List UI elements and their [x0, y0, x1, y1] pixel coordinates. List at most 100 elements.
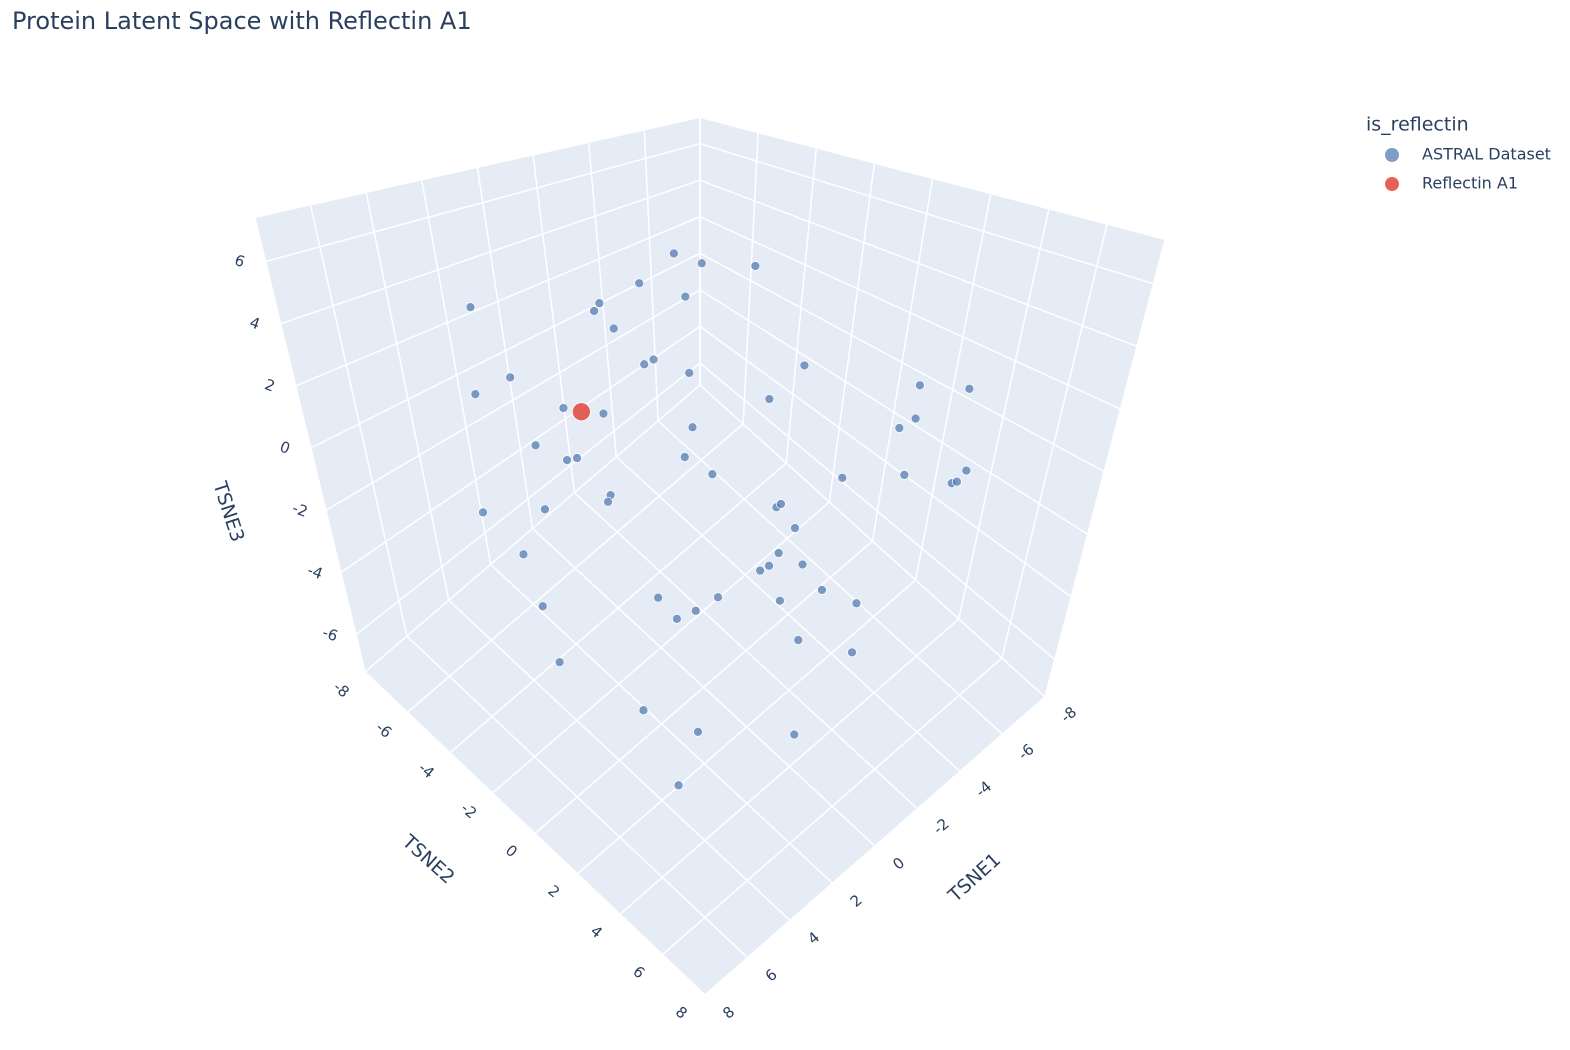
data-point	[773, 548, 784, 558]
data-point	[775, 595, 785, 606]
grid-line	[325, 289, 701, 511]
data-point	[952, 476, 962, 487]
grid-line	[534, 540, 873, 835]
data-point	[554, 657, 565, 668]
y-tick-label: 0	[502, 841, 521, 861]
x-tick-label: 6	[762, 965, 781, 985]
y-tick-label: 8	[672, 1003, 691, 1023]
data-point	[638, 705, 649, 716]
data-point	[603, 496, 613, 507]
y-tick-label: -6	[372, 718, 395, 741]
data-point	[653, 592, 663, 603]
z-tick-label: 2	[262, 375, 277, 395]
data-point	[680, 291, 691, 302]
grid-line	[265, 142, 701, 263]
y-axis-title: TSNE2	[397, 830, 459, 888]
legend-label: ASTRAL Dataset	[1422, 145, 1551, 164]
data-point	[669, 248, 679, 259]
grid-line	[742, 133, 759, 425]
legend-title: is_reflectin	[1366, 114, 1469, 136]
x-tick-label: 2	[847, 891, 866, 911]
grid-line	[699, 252, 1105, 473]
grid-line	[699, 179, 1138, 348]
data-point	[540, 504, 550, 515]
data-point	[505, 372, 516, 383]
y-tick-label: -4	[415, 759, 438, 782]
z-tick-label: 4	[247, 313, 262, 333]
legend-marker	[1385, 148, 1399, 162]
y-tick-label: 2	[544, 882, 563, 902]
data-point	[764, 560, 774, 571]
grid-line	[365, 192, 450, 601]
z-tick-label: 0	[277, 438, 292, 458]
data-point	[837, 472, 848, 483]
data-point	[572, 453, 582, 463]
grid-line	[704, 696, 1046, 996]
legend-marker	[1385, 177, 1399, 191]
chart-title: Protein Latent Space with Reflectin A1	[12, 7, 472, 35]
data-point	[687, 422, 698, 433]
grid-line	[828, 163, 876, 503]
data-point	[518, 549, 529, 560]
data-point	[639, 359, 650, 370]
grid-line	[340, 325, 701, 574]
data-point	[713, 592, 723, 603]
data-point	[589, 306, 599, 316]
y-tick-label: -8	[330, 678, 353, 701]
data-point	[672, 614, 682, 624]
grid-line	[699, 142, 1154, 285]
data-point	[797, 559, 808, 570]
grid-line	[699, 362, 1056, 661]
data-point	[679, 452, 690, 462]
data-point	[817, 585, 827, 595]
data-point	[537, 601, 548, 612]
data-point	[964, 383, 975, 394]
x-tick-label: 0	[889, 854, 908, 874]
data-point	[799, 360, 810, 371]
grid-line	[532, 155, 576, 493]
grid-line	[476, 167, 534, 529]
x-tick-label: 4	[804, 928, 823, 948]
grid-line	[699, 216, 1121, 410]
data-point	[684, 368, 695, 378]
grid-line	[492, 501, 830, 794]
grid-line	[254, 217, 366, 673]
data-point	[696, 258, 707, 269]
data-point	[673, 780, 684, 791]
grid-line	[699, 289, 1089, 535]
data-point	[793, 635, 804, 645]
grid-line	[643, 130, 659, 421]
data-point	[851, 598, 862, 609]
data-point	[530, 440, 541, 451]
data-point	[790, 523, 800, 533]
data-point	[789, 729, 800, 740]
data-point	[961, 465, 972, 476]
z-axis-title: TSNE3	[208, 478, 248, 545]
x-tick-label: -8	[1057, 703, 1080, 726]
data-point	[608, 323, 619, 334]
grid-line	[309, 205, 408, 637]
data-point	[470, 389, 481, 400]
data-point	[594, 298, 605, 308]
data-point	[572, 402, 591, 422]
data-point	[562, 455, 572, 465]
grid-line	[407, 423, 744, 713]
x-axis-title: TSNE1	[944, 849, 1006, 907]
grid-line	[577, 579, 917, 875]
x-tick-label: 8	[719, 1003, 738, 1023]
grid-line	[1001, 224, 1108, 659]
z-tick-label: 6	[232, 251, 247, 271]
grid-line	[785, 148, 817, 464]
grid-line	[662, 657, 1003, 956]
data-point	[465, 302, 476, 312]
data-point	[750, 261, 761, 271]
legend-label: Reflectin A1	[1422, 174, 1518, 193]
z-tick-label: -4	[305, 561, 325, 583]
scene	[254, 118, 1166, 996]
data-point	[776, 499, 786, 509]
back-wall	[700, 118, 1165, 697]
data-point	[707, 469, 718, 480]
data-point	[634, 278, 645, 289]
x-tick-label: -6	[1015, 740, 1038, 763]
